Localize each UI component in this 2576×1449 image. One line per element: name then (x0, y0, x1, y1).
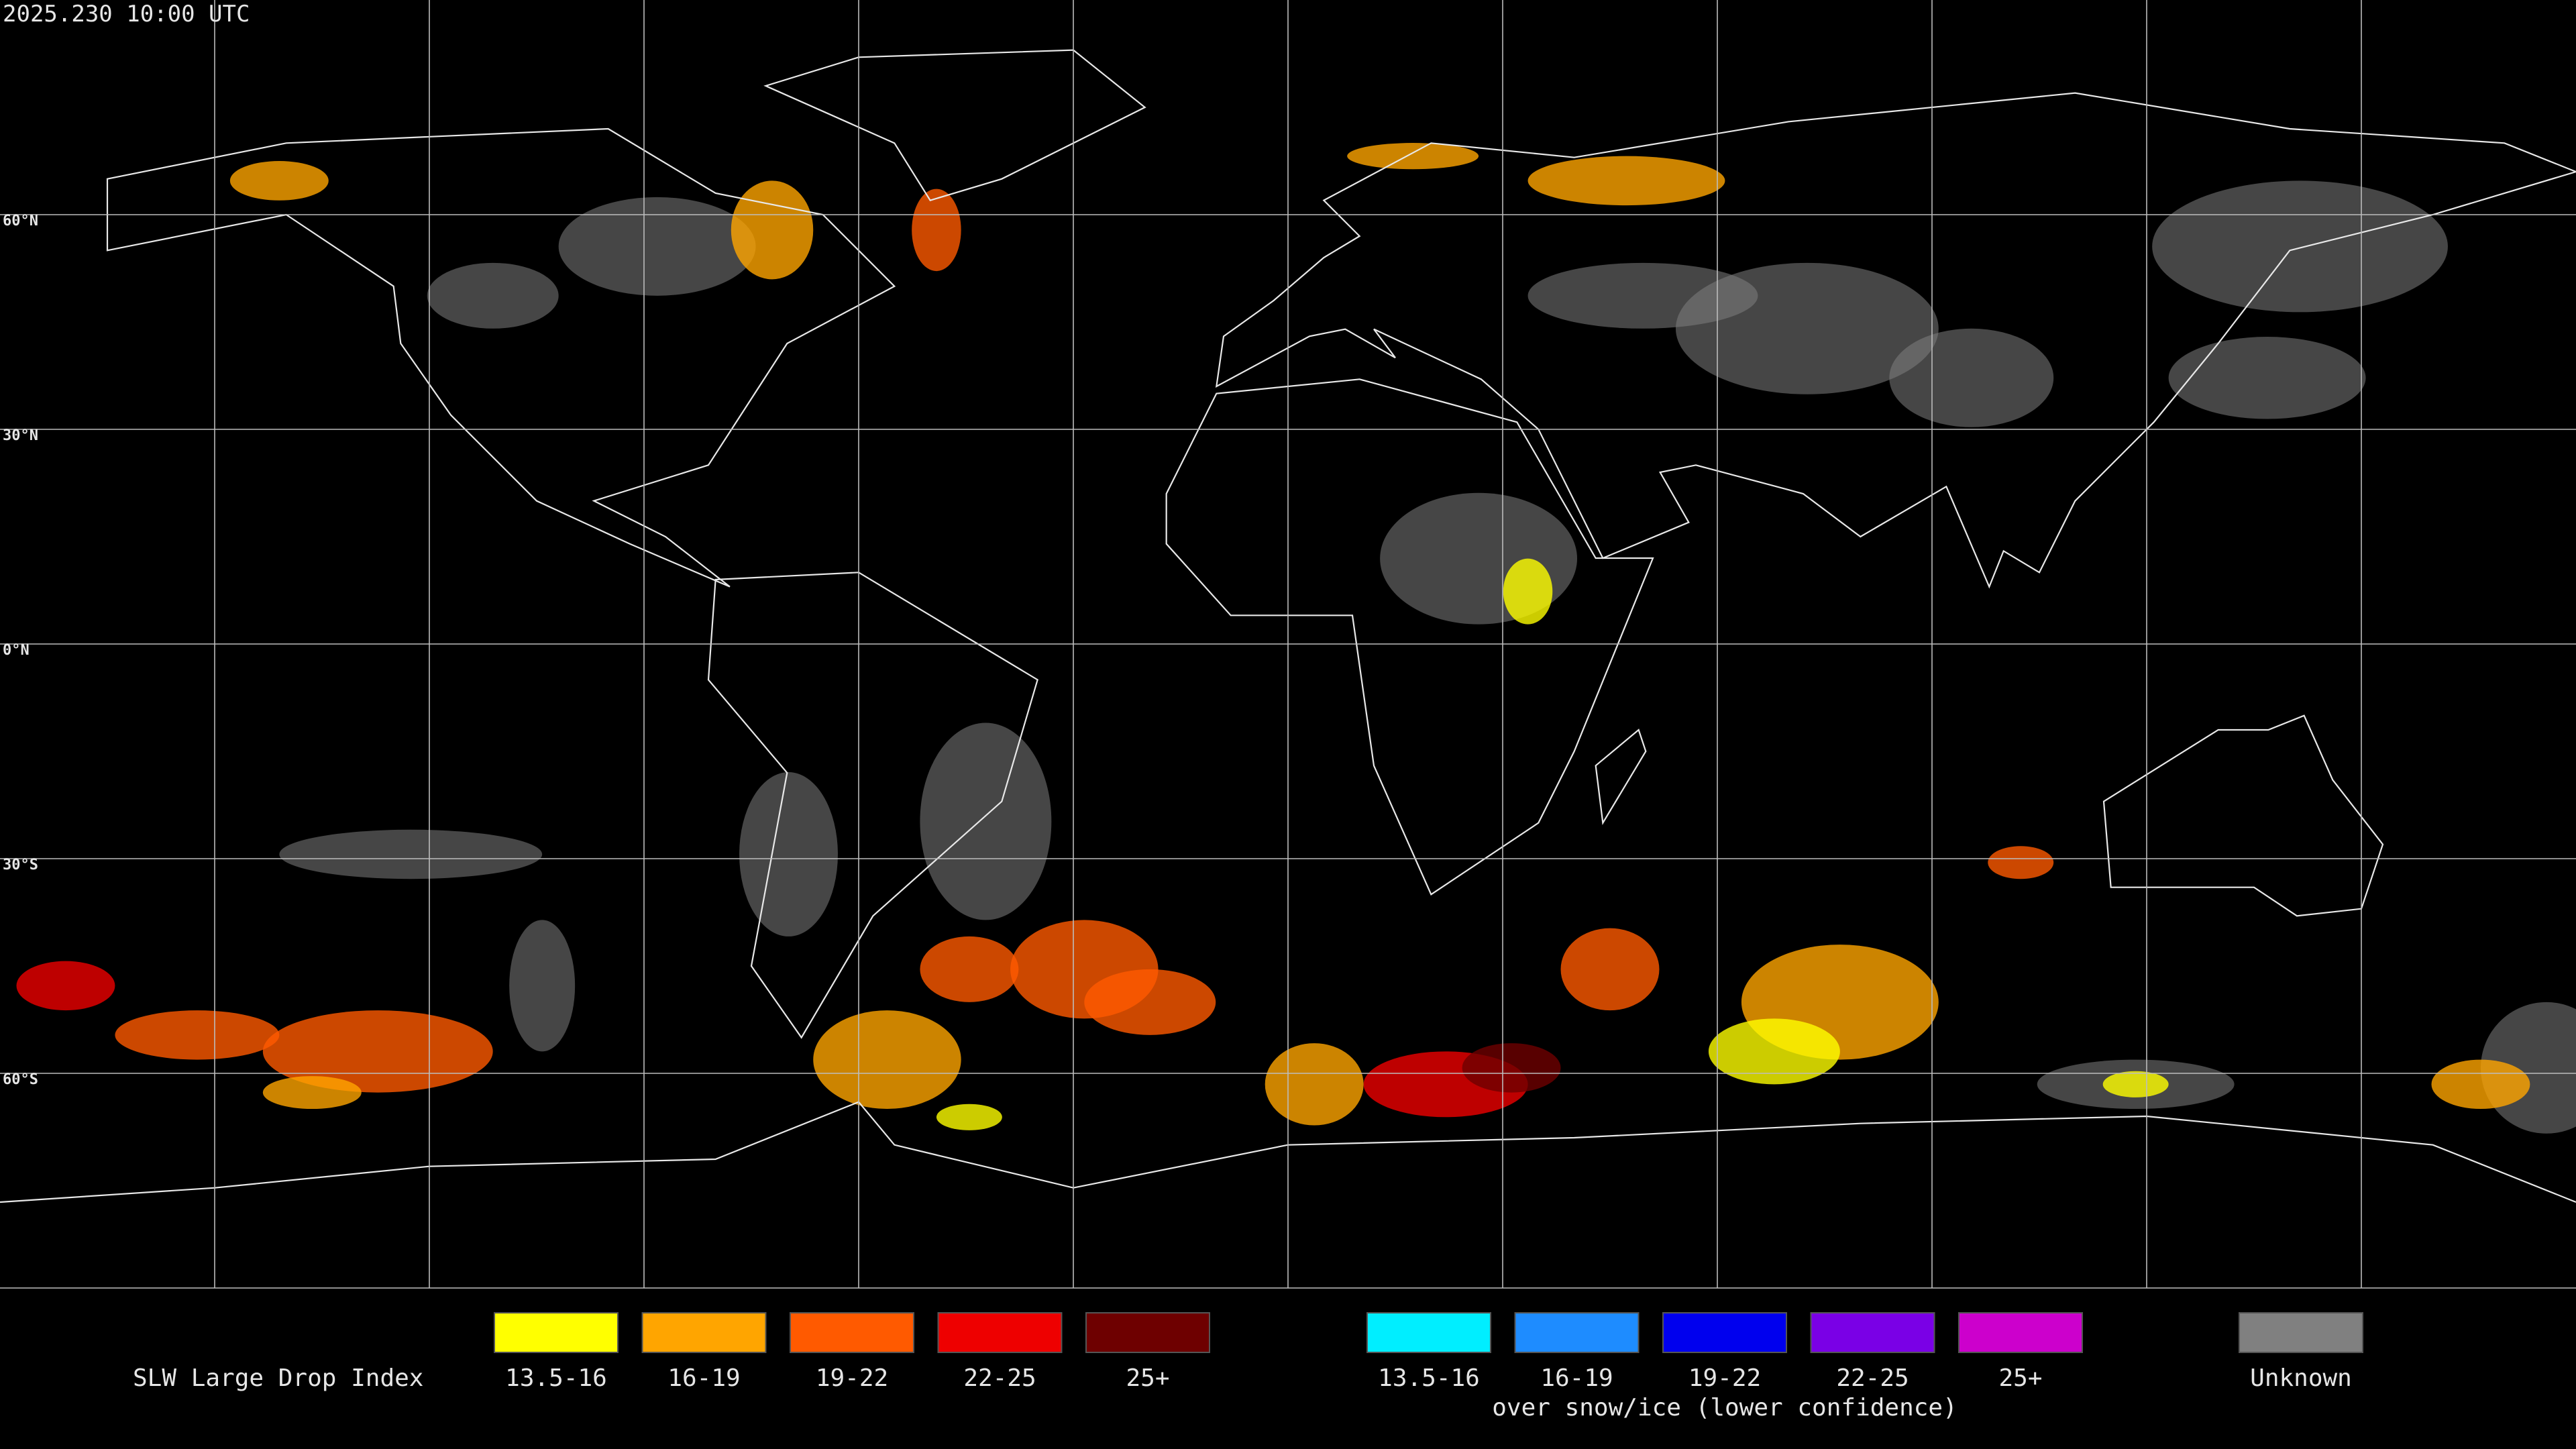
legend-label: 25+ (1998, 1364, 2042, 1392)
legend-label: 16-19 (667, 1364, 740, 1392)
unknown-cloud (1527, 262, 1758, 329)
legend-label: 13.5-16 (1378, 1364, 1480, 1392)
coastline (2102, 714, 2384, 917)
slw-cloud (731, 180, 814, 280)
latitude-label: 60°S (3, 1071, 38, 1088)
legend-swatch (1662, 1312, 1787, 1353)
legend-swatch (790, 1312, 914, 1353)
graticule: 60°N 30°N 0°N 30°S 60°S (0, 0, 2576, 1289)
slw-cloud (1347, 143, 1479, 170)
legend-swatch (641, 1312, 767, 1353)
legend-label: Unknown (2250, 1364, 2352, 1392)
unknown-cloud (2168, 337, 2366, 419)
unknown-cloud (2152, 180, 2448, 313)
timestamp: 2025.230 10:00 UTC (3, 1, 250, 28)
latitude-label: 30°S (3, 857, 38, 873)
slw-cloud (16, 961, 115, 1011)
legend-swatch (937, 1312, 1063, 1353)
latitude-label: 30°N (3, 427, 38, 444)
slw-cloud (813, 1010, 961, 1110)
slw-cloud (229, 161, 329, 201)
slw-cloud (2431, 1059, 2530, 1110)
legend-label: 13.5-16 (505, 1364, 607, 1392)
legend-swatch (1958, 1312, 2083, 1353)
slw-cloud (1560, 928, 1660, 1011)
unknown-cloud (739, 772, 838, 936)
legend-swatch (494, 1312, 619, 1353)
slw-cloud (1708, 1018, 1840, 1085)
slw-cloud (1084, 969, 1216, 1035)
slw-cloud (912, 189, 961, 272)
legend-swatch (2239, 1312, 2363, 1353)
legend-label: 19-22 (1688, 1364, 1761, 1392)
legend-label: 19-22 (816, 1364, 888, 1392)
slw-cloud (1462, 1043, 1561, 1093)
coastline (106, 127, 896, 588)
slw-cloud (262, 1010, 493, 1093)
cloud-layer (16, 143, 2576, 1134)
legend-swatch (1085, 1312, 1210, 1353)
legend-swatch (1810, 1312, 1935, 1353)
unknown-cloud (509, 920, 576, 1052)
slw-cloud (1988, 846, 2054, 879)
legend: SLW Large Drop Index 13.5-16 16-19 19-22 22-… (133, 1312, 2363, 1421)
legend-label: 25+ (1126, 1364, 1169, 1392)
unknown-cloud (1889, 328, 2054, 427)
coastline (1165, 378, 1654, 896)
unknown-cloud (279, 829, 543, 879)
slw-cloud (115, 1010, 280, 1060)
latitude-label: 0°N (3, 642, 30, 659)
slw-cloud (2102, 1071, 2169, 1097)
unknown-cloud (427, 262, 559, 329)
legend-swatch (1514, 1312, 1640, 1353)
coastline (1595, 729, 1647, 825)
slw-cloud (262, 1076, 362, 1110)
legend-label: 22-25 (1836, 1364, 1909, 1392)
latitude-label: 60°N (3, 213, 38, 229)
legend-swatch (1366, 1312, 1491, 1353)
slw-cloud (1503, 558, 1553, 625)
legend-label: 22-25 (963, 1364, 1036, 1392)
unknown-cloud (558, 197, 756, 296)
unknown-cloud (920, 722, 1052, 920)
legend-caption: over snow/ice (lower confidence) (1492, 1394, 1957, 1421)
legend-title: SLW Large Drop Index (133, 1364, 423, 1392)
slw-cloud (1527, 156, 1725, 206)
coastline (707, 572, 1038, 1039)
slw-cloud (1265, 1043, 1364, 1126)
coastline (1215, 92, 2576, 589)
slw-cloud (920, 936, 1019, 1002)
slw-cloud (936, 1104, 1002, 1130)
legend-label: 16-19 (1540, 1364, 1613, 1392)
